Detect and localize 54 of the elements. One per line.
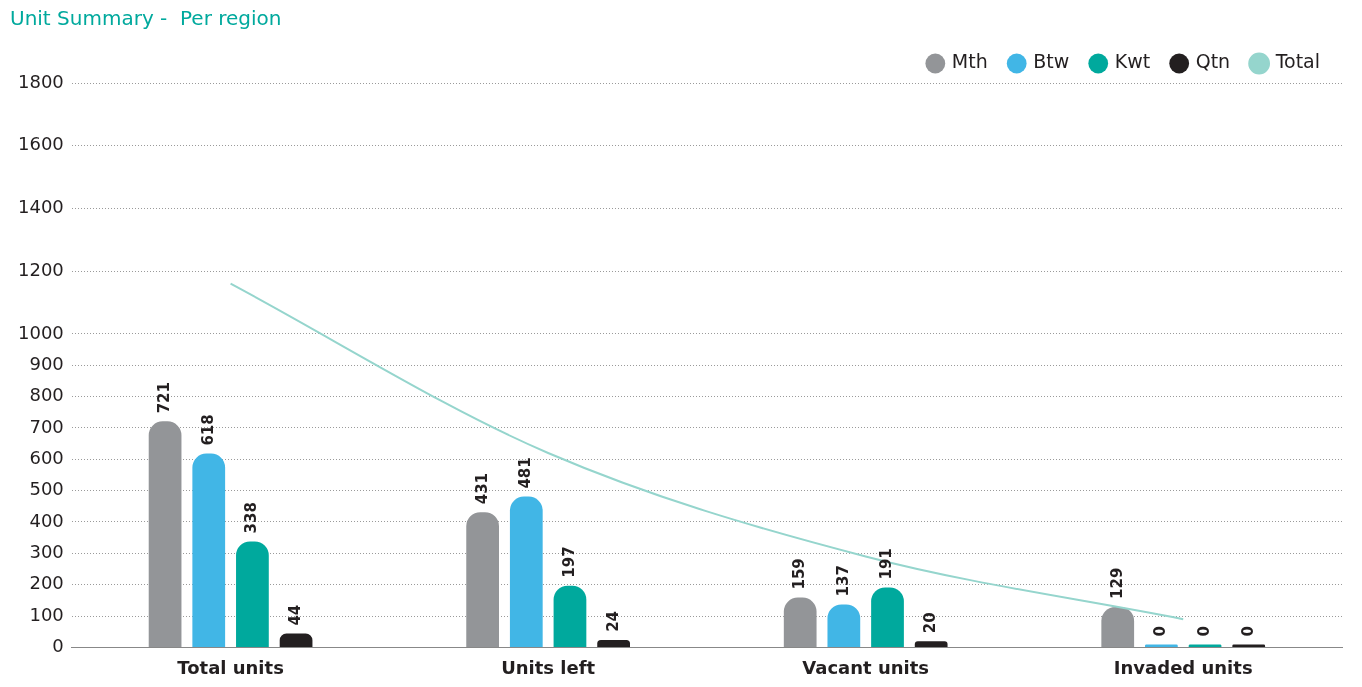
legend-label: Btw <box>1033 50 1070 73</box>
y-tick-label: 500 <box>29 478 64 500</box>
data-label: 191 <box>877 548 896 580</box>
x-tick-label: Invaded units <box>1113 656 1253 678</box>
chart-title: Unit Summary - Per region <box>10 6 282 31</box>
legend-label: Qtn <box>1195 50 1231 73</box>
x-tick-label: Vacant units <box>802 656 930 678</box>
data-label: 431 <box>472 472 491 505</box>
data-label: 159 <box>790 558 809 590</box>
legend-label: Kwt <box>1114 50 1151 73</box>
y-tick-label: 900 <box>29 352 64 374</box>
bar <box>914 641 948 648</box>
y-tick-label: 1000 <box>18 321 64 343</box>
y-tick-label: 600 <box>29 446 64 468</box>
bar <box>236 541 269 648</box>
data-label: 20 <box>921 612 940 634</box>
data-label: 197 <box>559 546 578 578</box>
bar <box>553 585 587 648</box>
legend-label: Total <box>1274 50 1320 73</box>
data-label: 0 <box>1238 625 1257 637</box>
data-label: 0 <box>1151 625 1170 637</box>
bar <box>192 453 226 648</box>
bar <box>509 496 543 648</box>
bar <box>466 512 500 648</box>
bar <box>783 597 817 648</box>
y-tick-label: 300 <box>29 541 64 563</box>
y-tick-label: 800 <box>29 384 64 406</box>
y-tick-label: 1400 <box>18 196 64 218</box>
bar <box>827 604 861 648</box>
y-tick-label: 200 <box>29 572 64 594</box>
y-tick-label: 100 <box>29 603 64 625</box>
y-tick-label: 700 <box>29 415 64 437</box>
data-label: 129 <box>1107 567 1126 599</box>
data-label: 338 <box>242 502 261 534</box>
data-label: 618 <box>198 414 217 446</box>
bar <box>597 639 630 648</box>
data-label: 24 <box>603 611 622 632</box>
y-tick-label: 400 <box>29 509 64 531</box>
data-label: 481 <box>516 457 535 489</box>
bar <box>279 633 313 648</box>
bar <box>148 421 182 648</box>
bar <box>871 587 904 648</box>
y-tick-label: 1800 <box>18 70 64 92</box>
y-tick-label: 1200 <box>18 258 64 280</box>
x-tick-label: Units left <box>501 656 596 678</box>
data-label: 44 <box>285 604 304 626</box>
legend-label: Mth <box>951 50 988 73</box>
y-tick-label: 0 <box>52 635 64 657</box>
data-label: 0 <box>1194 625 1213 637</box>
bar <box>1101 606 1135 648</box>
x-tick-label: Total units <box>177 656 284 678</box>
y-tick-label: 1600 <box>18 133 64 155</box>
data-label: 721 <box>154 382 173 414</box>
data-label: 137 <box>833 565 852 597</box>
